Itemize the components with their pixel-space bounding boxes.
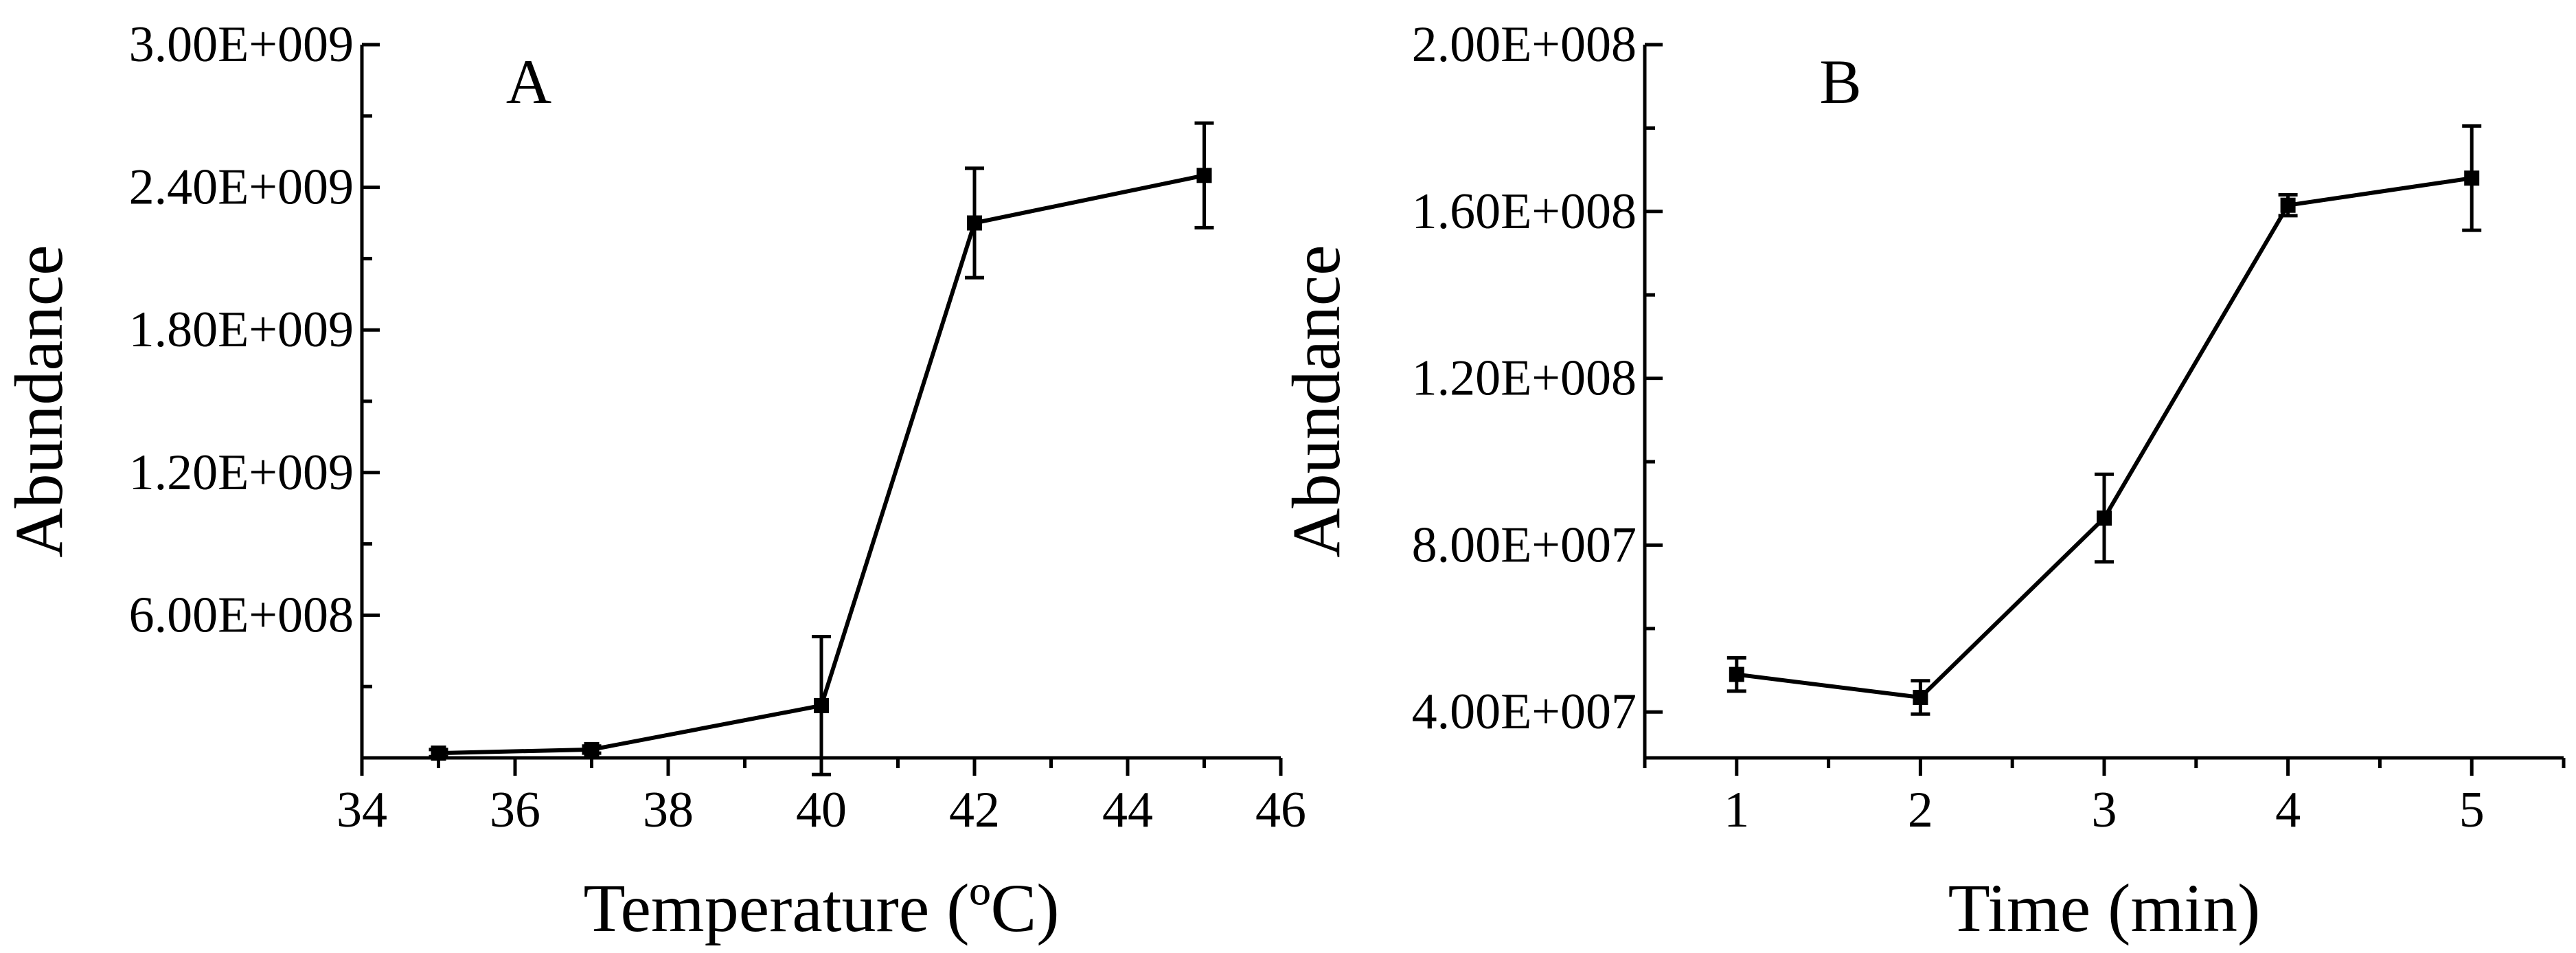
chart-a-data-point: [967, 215, 982, 231]
chart-b-y-tick-label: 4.00E+007: [1412, 684, 1637, 740]
chart-a-y-tick-label: 3.00E+009: [129, 16, 354, 73]
chart-a-y-tick-label: 1.80E+009: [129, 302, 354, 358]
chart-b-x-tick-label: 2: [1908, 782, 1933, 838]
chart-b-y-tick-label: 2.00E+008: [1412, 16, 1637, 73]
chart-b-data-point: [2097, 510, 2112, 526]
chart-b: 1 2 3 4 5 4.00E+007 8.00E+007 1.20E+008 1.60E+00…: [1278, 16, 2566, 946]
chart-a-x-tick-label: 34: [337, 782, 387, 838]
chart-a-x-tick-label: 36: [490, 782, 540, 838]
chart-a: 34 36 38 40 42 44 46 6.00E+008 1.20E+009 1.80E+00…: [1, 16, 1306, 946]
chart-a-x-tick-label: 38: [643, 782, 694, 838]
chart-a-y-tick-label: 2.40E+009: [129, 159, 354, 216]
chart-b-x-axis-title: Time (min): [1948, 870, 2261, 946]
chart-a-y-axis-title: Abundance: [1, 245, 77, 557]
chart-a-data-point: [584, 741, 600, 757]
chart-b-data-point: [2464, 170, 2480, 186]
chart-b-y-tick-label: 1.20E+008: [1412, 350, 1637, 407]
chart-a-x-tick-label: 46: [1255, 782, 1306, 838]
chart-b-x-tick-label: 4: [2275, 782, 2301, 838]
chart-b-y-axis-title: Abundance: [1278, 245, 1354, 557]
chart-b-data-point: [2280, 197, 2296, 213]
chart-a-data-point: [814, 697, 829, 713]
chart-b-data-point: [1913, 689, 1928, 705]
chart-b-series-line: [1736, 176, 2472, 700]
chart-b-data-point: [1729, 666, 1744, 682]
chart-b-x-tick-label: 3: [2092, 782, 2117, 838]
chart-a-panel-label: A: [506, 47, 551, 117]
chart-a-x-tick-label: 44: [1102, 782, 1153, 838]
chart-a-x-tick-label: 42: [949, 782, 1000, 838]
chart-b-x-tick-label: 5: [2459, 782, 2485, 838]
chart-a-data-point: [431, 745, 446, 761]
chart-b-y-tick-label: 1.60E+008: [1412, 183, 1637, 240]
chart-a-y-tick-label: 1.20E+009: [129, 445, 354, 501]
chart-a-data-point: [1196, 168, 1212, 183]
chart-a-x-tick-label: 40: [796, 782, 847, 838]
chart-a-y-tick-label: 6.00E+008: [129, 587, 354, 643]
chart-a-x-axis-title: Temperature (ºC): [583, 870, 1059, 946]
chart-b-y-tick-label: 8.00E+007: [1412, 517, 1637, 573]
chart-b-panel-label: B: [1819, 47, 1861, 117]
chart-b-x-tick-label: 1: [1724, 782, 1749, 838]
